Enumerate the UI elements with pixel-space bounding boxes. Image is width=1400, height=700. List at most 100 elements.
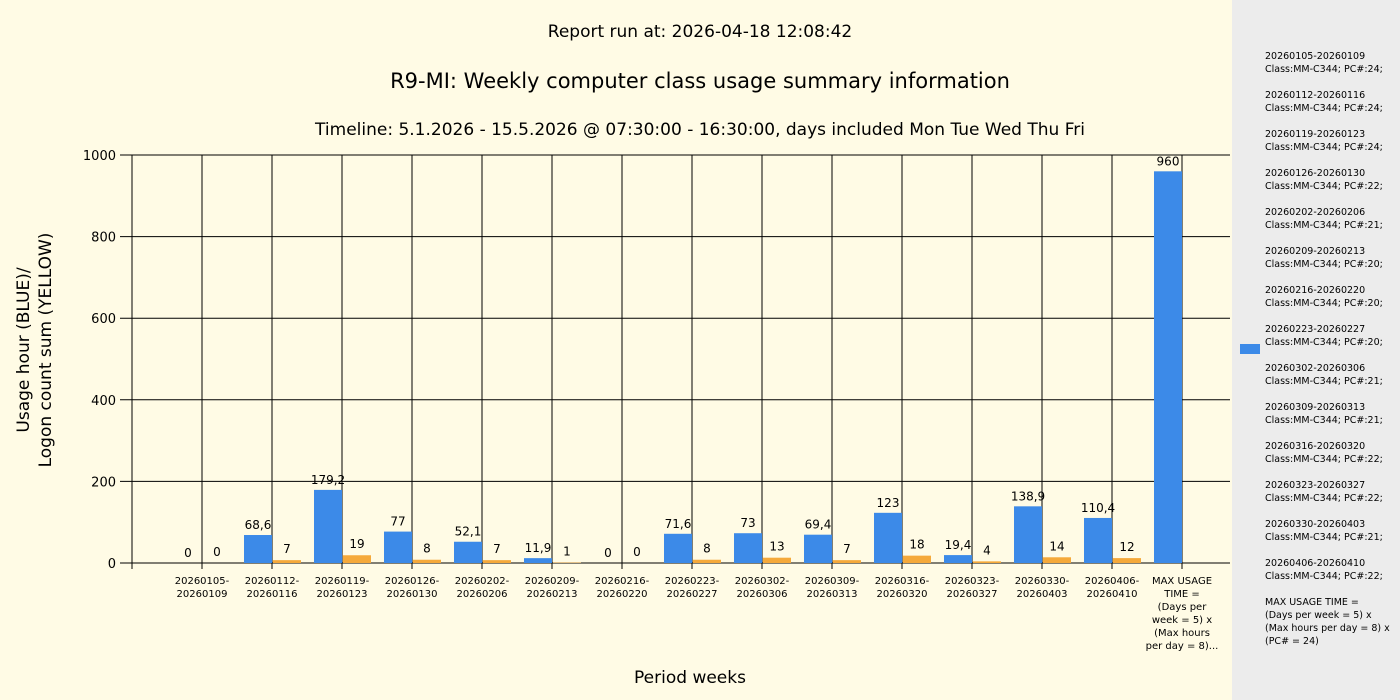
x-tick-label: week = 5) x bbox=[1152, 615, 1212, 626]
logon-data-label: 14 bbox=[1049, 539, 1064, 553]
legend-panel bbox=[1232, 0, 1400, 700]
x-tick-label: 20260206 bbox=[457, 589, 508, 600]
legend-entry: 20260316-20260320 Class:MM-C344; PC#:22; bbox=[1265, 441, 1383, 465]
x-tick-label: TIME = bbox=[1163, 589, 1200, 600]
logon-data-label: 0 bbox=[633, 545, 641, 559]
legend-entry: 20260323-20260327 Class:MM-C344; PC#:22; bbox=[1265, 480, 1383, 504]
y-tick-label: 600 bbox=[91, 312, 116, 327]
legend-entry: 20260330-20260403 Class:MM-C344; PC#:21; bbox=[1265, 519, 1383, 543]
x-tick-label: 20260109 bbox=[177, 589, 228, 600]
usage-bar bbox=[1014, 506, 1042, 563]
logon-bar bbox=[273, 560, 301, 563]
usage-bar bbox=[384, 531, 412, 563]
x-tick-label: 20260327 bbox=[947, 589, 998, 600]
x-tick-label: 20260112- bbox=[245, 576, 300, 587]
legend-entry: 20260202-20260206 Class:MM-C344; PC#:21; bbox=[1265, 207, 1383, 231]
x-tick-label: 20260126- bbox=[385, 576, 440, 587]
x-tick-label: 20260313 bbox=[807, 589, 858, 600]
usage-data-label: 71,6 bbox=[665, 517, 692, 531]
usage-data-label: 138,9 bbox=[1011, 489, 1045, 503]
legend-entry: 20260209-20260213 Class:MM-C344; PC#:20; bbox=[1265, 246, 1383, 270]
logon-bar bbox=[1043, 557, 1071, 563]
x-tick-label: 20260309- bbox=[805, 576, 860, 587]
usage-data-label: 11,9 bbox=[525, 541, 552, 555]
chart-subtitle: Timeline: 5.1.2026 - 15.5.2026 @ 07:30:0… bbox=[315, 120, 1085, 140]
legend-entry: 20260406-20260410 Class:MM-C344; PC#:22; bbox=[1265, 558, 1383, 582]
usage-bar bbox=[734, 533, 762, 563]
x-tick-label: 20260223- bbox=[665, 576, 720, 587]
x-tick-label: 20260213 bbox=[527, 589, 578, 600]
usage-data-label: 123 bbox=[877, 496, 900, 510]
x-tick-label: 20260227 bbox=[667, 589, 718, 600]
logon-data-label: 7 bbox=[843, 542, 851, 556]
logon-bar bbox=[413, 559, 441, 563]
logon-data-label: 4 bbox=[983, 543, 991, 557]
report-run-timestamp: Report run at: 2026-04-18 12:08:42 bbox=[547, 22, 853, 42]
x-tick-label: 20260406- bbox=[1085, 576, 1140, 587]
logon-bar bbox=[833, 560, 861, 563]
usage-data-label: 68,6 bbox=[245, 518, 272, 532]
y-tick-label: 1000 bbox=[83, 149, 116, 164]
usage-data-label: 69,4 bbox=[805, 518, 832, 532]
usage-data-label: 960 bbox=[1157, 154, 1180, 168]
y-tick-label: 800 bbox=[91, 231, 116, 246]
x-tick-label: 20260119- bbox=[315, 576, 370, 587]
x-tick-label: 20260320 bbox=[877, 589, 928, 600]
logon-data-label: 8 bbox=[423, 542, 431, 556]
usage-bar bbox=[804, 534, 832, 563]
logon-data-label: 7 bbox=[283, 542, 291, 556]
x-tick-label: 20260202- bbox=[455, 576, 510, 587]
logon-data-label: 0 bbox=[213, 545, 221, 559]
logon-data-label: 18 bbox=[909, 538, 924, 552]
x-tick-label: 20260123 bbox=[317, 589, 368, 600]
usage-data-label: 0 bbox=[184, 546, 192, 560]
usage-bar bbox=[524, 558, 552, 563]
logon-data-label: 1 bbox=[563, 545, 571, 559]
legend-entry: 20260302-20260306 Class:MM-C344; PC#:21; bbox=[1265, 363, 1383, 387]
logon-bar bbox=[693, 559, 721, 563]
y-tick-label: 0 bbox=[108, 557, 116, 572]
usage-bar bbox=[314, 489, 342, 563]
usage-data-label: 110,4 bbox=[1081, 501, 1115, 515]
usage-data-label: 19,4 bbox=[945, 538, 972, 552]
legend-entry: 20260119-20260123 Class:MM-C344; PC#:24; bbox=[1265, 129, 1383, 153]
legend-entry: 20260126-20260130 Class:MM-C344; PC#:22; bbox=[1265, 168, 1383, 192]
x-tick-label: 20260116 bbox=[247, 589, 298, 600]
logon-bar bbox=[343, 555, 371, 563]
x-tick-label: 20260105- bbox=[175, 576, 230, 587]
x-tick-label: 20260216- bbox=[595, 576, 650, 587]
usage-data-label: 77 bbox=[390, 515, 405, 529]
chart-title: R9-MI: Weekly computer class usage summa… bbox=[390, 69, 1010, 93]
legend-entry: 20260309-20260313 Class:MM-C344; PC#:21; bbox=[1265, 402, 1383, 426]
legend-entry: MAX USAGE TIME = (Days per week = 5) x (… bbox=[1265, 597, 1390, 647]
usage-data-label: 0 bbox=[604, 546, 612, 560]
x-tick-label: 20260302- bbox=[735, 576, 790, 587]
usage-data-label: 179,2 bbox=[311, 473, 345, 487]
x-tick-label: 20260130 bbox=[387, 589, 438, 600]
x-tick-label: 20260306 bbox=[737, 589, 788, 600]
usage-data-label: 52,1 bbox=[455, 525, 482, 539]
logon-data-label: 13 bbox=[769, 540, 784, 554]
usage-data-label: 73 bbox=[740, 516, 755, 530]
usage-bar bbox=[874, 512, 902, 563]
usage-bar bbox=[664, 533, 692, 563]
x-tick-label: 20260316- bbox=[875, 576, 930, 587]
usage-bar bbox=[1154, 171, 1182, 563]
logon-data-label: 7 bbox=[493, 542, 501, 556]
logon-bar bbox=[763, 557, 791, 563]
legend-swatch bbox=[1240, 344, 1260, 354]
x-tick-label: 20260220 bbox=[597, 589, 648, 600]
logon-data-label: 19 bbox=[349, 537, 364, 551]
x-tick-label: MAX USAGE bbox=[1152, 576, 1212, 587]
usage-bar bbox=[454, 541, 482, 563]
y-tick-label: 200 bbox=[91, 475, 116, 490]
x-tick-label: (Max hours bbox=[1154, 628, 1210, 639]
legend-entry: 20260223-20260227 Class:MM-C344; PC#:20; bbox=[1265, 324, 1383, 348]
x-tick-label: per day = 8)... bbox=[1146, 641, 1219, 652]
legend-entry: 20260112-20260116 Class:MM-C344; PC#:24; bbox=[1265, 90, 1383, 114]
y-tick-label: 400 bbox=[91, 394, 116, 409]
usage-bar bbox=[944, 555, 972, 563]
chart-area bbox=[0, 0, 1232, 700]
